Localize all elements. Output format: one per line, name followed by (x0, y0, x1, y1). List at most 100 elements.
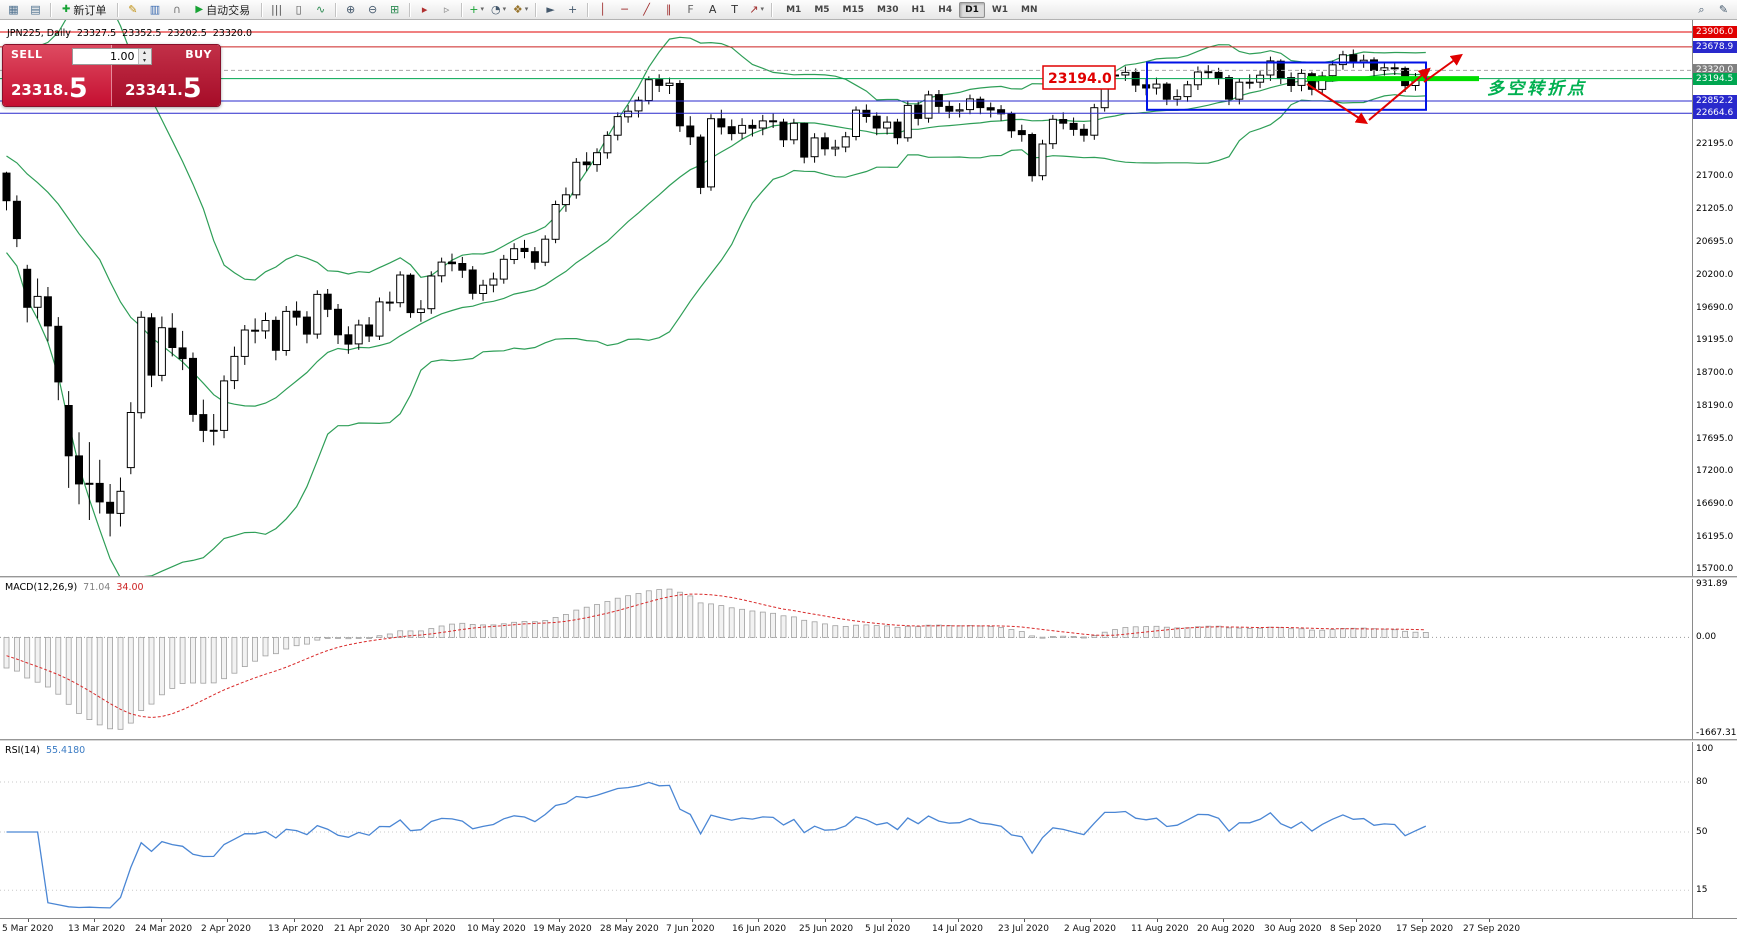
candle-body (33, 295, 42, 308)
macd-histogram-bar (842, 626, 849, 638)
macd-histogram-bar (459, 622, 466, 638)
candle-body (955, 109, 964, 112)
toolbar: ▦ ▤ ✚ 新订单 ✎ ▥ ∩ ▶ 自动交易 ||| ▯ ∿ ⊕ ⊖ ⊞ ▸ ▹ + ▾ ◔ ▾ ❖ ▾ ► + │ ─ ╱ ∥ F A T ↗… (0, 0, 1737, 20)
time-label: 25 Jun 2020 (799, 924, 854, 934)
time-label: 2 Apr 2020 (201, 924, 251, 934)
zoom-out-icon[interactable]: ⊖ (367, 3, 378, 16)
pane-divider[interactable] (0, 739, 1737, 742)
indicators-icon[interactable]: + ▾ (469, 3, 484, 16)
macd-histogram-bar (915, 626, 922, 638)
time-label: 23 Jul 2020 (998, 924, 1049, 934)
timeframe-h1[interactable]: H1 (911, 4, 926, 15)
pane-divider[interactable] (0, 576, 1737, 579)
macd-axis[interactable]: 931.89 0.00 -1667.31 (1692, 579, 1737, 739)
macd-canvas[interactable] (0, 579, 1692, 739)
text-icon[interactable]: A (708, 3, 717, 16)
candle-body (1017, 130, 1026, 136)
timeframe-m15[interactable]: M15 (842, 4, 865, 15)
candle-body (976, 98, 985, 109)
price-callout-box[interactable] (1042, 65, 1116, 90)
macd-histogram-bar (573, 609, 580, 638)
macd-signal-value: 34.00 (116, 582, 144, 593)
auto-scroll-icon[interactable]: ▸ (421, 3, 428, 16)
bollinger-lower-band (6, 94, 1426, 576)
candle-body (240, 329, 249, 357)
main-chart-canvas[interactable]: 23194.0 多空转折点 (0, 20, 1692, 576)
headset-icon[interactable]: ∩ (172, 3, 181, 16)
timeframe-w1[interactable]: W1 (991, 4, 1009, 15)
time-tick (28, 919, 29, 922)
time-label: 5 Jul 2020 (865, 924, 911, 934)
macd-histogram-bar (811, 621, 818, 638)
line-chart-icon[interactable]: ∿ (315, 3, 326, 16)
horizontal-line-icon[interactable]: ─ (621, 3, 628, 16)
price-axis[interactable]: 22195.0 21700.0 21205.0 20695.0 20200.0 19690… (1692, 20, 1737, 576)
bar-chart-icon[interactable]: ||| (271, 3, 283, 16)
macd-histogram-bar (749, 610, 756, 638)
chart-shift-icon[interactable]: ▹ (443, 3, 450, 16)
crosshair-icon[interactable]: + (567, 3, 578, 16)
candle-body (416, 308, 425, 313)
timeframe-mn[interactable]: MN (1021, 4, 1038, 15)
rsi-canvas[interactable] (0, 742, 1692, 918)
timeframe-m30[interactable]: M30 (877, 4, 899, 15)
macd-histogram-bar (1174, 627, 1181, 638)
profiles-icon[interactable]: ▤ (30, 3, 41, 16)
market-watch-icon[interactable]: ▥ (149, 3, 161, 16)
candle-body (644, 79, 653, 101)
trendline-icon[interactable]: ╱ (643, 3, 650, 16)
edit-icon[interactable]: ✎ (1718, 3, 1729, 16)
turning-point-label[interactable]: 多空转折点 (1487, 79, 1587, 99)
vertical-line-icon[interactable]: │ (599, 3, 606, 16)
volume-up-button[interactable]: ▴ (138, 49, 151, 57)
macd-histogram-bar (1309, 629, 1315, 638)
macd-histogram-bar (45, 637, 51, 688)
macd-histogram-bar (563, 614, 569, 638)
rsi-axis[interactable]: 100 80 50 15 (1692, 742, 1737, 918)
tile-windows-icon[interactable]: ⊞ (389, 3, 400, 16)
search-icon[interactable]: ⌕ (1698, 3, 1705, 16)
candle-body (758, 120, 767, 129)
candle-body (883, 121, 892, 129)
new-order-button[interactable]: ✚ 新订单 (55, 1, 113, 18)
macd-histogram-bar (1163, 626, 1170, 638)
timeframe-m1[interactable]: M1 (786, 4, 802, 15)
macd-histogram-bar (438, 625, 445, 638)
zoom-in-icon[interactable]: ⊕ (345, 3, 356, 16)
label-icon[interactable]: T (731, 3, 738, 16)
trend-arrow[interactable] (1368, 67, 1431, 121)
new-order-button-label: 新订单 (73, 3, 107, 17)
candle-body (292, 310, 301, 318)
timeframe-h4[interactable]: H4 (938, 4, 953, 15)
timeframe-d1[interactable]: D1 (959, 1, 985, 18)
timeframe-m5[interactable]: M5 (814, 4, 830, 15)
templates-icon[interactable]: ❖ ▾ (512, 3, 529, 16)
arrows-icon[interactable]: ↗ ▾ (749, 3, 764, 16)
periods-icon[interactable]: ◔ ▾ (491, 3, 507, 16)
cursor-icon[interactable]: ► (546, 3, 555, 16)
candle-body (520, 247, 529, 252)
macd-histogram-bar (96, 637, 103, 726)
new-chart-icon[interactable]: ▦ (8, 3, 19, 16)
candle-body (820, 137, 829, 150)
time-axis[interactable]: 5 Mar 2020 13 Mar 2020 24 Mar 2020 2 Apr 20… (0, 918, 1737, 938)
toolbar-separator (50, 2, 51, 17)
macd-histogram-bar (1132, 626, 1139, 638)
time-label: 5 Mar 2020 (2, 924, 54, 934)
candle-body (1059, 119, 1068, 124)
autotrading-button[interactable]: ▶ 自动交易 (188, 1, 257, 18)
trend-arrow[interactable] (1306, 83, 1369, 124)
buy-price: 23341. 5 (125, 75, 202, 102)
volume-down-button[interactable]: ▾ (138, 56, 151, 64)
fibonacci-icon[interactable]: F (687, 3, 694, 16)
metaeditor-icon[interactable]: ✎ (128, 3, 138, 16)
macd-histogram-bar (832, 625, 839, 638)
macd-histogram-bar (511, 621, 518, 638)
trend-arrow[interactable] (1423, 53, 1463, 83)
volume-input[interactable] (72, 49, 138, 64)
consolidation-rectangle[interactable] (1146, 61, 1427, 111)
candlestick-icon[interactable]: ▯ (295, 3, 302, 16)
equidistant-channel-icon[interactable]: ∥ (665, 3, 672, 16)
toolbar-separator (335, 2, 337, 17)
